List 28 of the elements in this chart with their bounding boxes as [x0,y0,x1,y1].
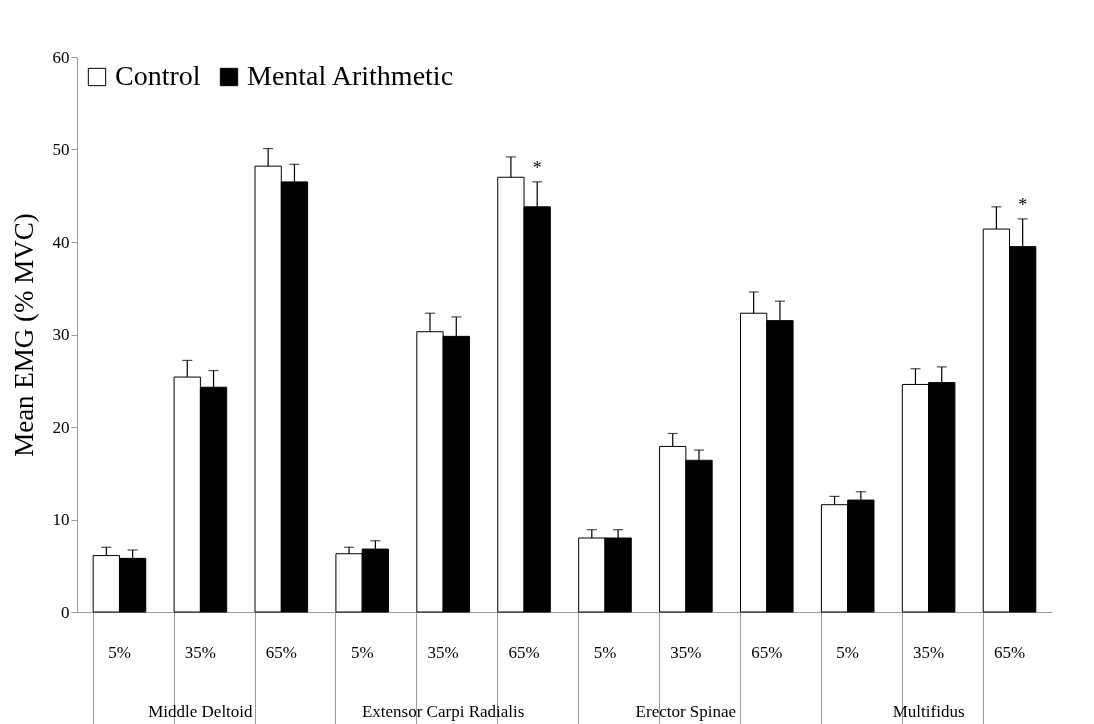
y-tick-label: 60 [52,47,70,67]
legend-label: Mental Arithmetic [247,60,454,91]
y-tick-label: 30 [52,325,70,344]
text: Erector Spinae [635,702,737,721]
x-tick-label: 5% [350,642,374,662]
y-tick-label: 20 [52,417,70,437]
data-label: * [1018,194,1028,215]
x-tick-label: 35% [913,642,945,662]
text: Middle Deltoid [148,702,254,721]
x-tick-label: 35% [670,642,702,662]
y-tick-label: 0 [61,602,70,622]
data-label: * [532,157,542,178]
y-axis-title: Mean EMG (% MVC) [8,213,39,457]
x-tick-label: 35% [427,642,459,662]
text: Multifidus [892,702,965,721]
text: Extensor Carpi Radialis [361,702,525,721]
x-tick-label: 35% [184,642,216,662]
x-tick-label: 5% [593,642,617,662]
x-tick-label: 5% [108,642,131,662]
y-tick-label: 50 [52,140,70,159]
y-tick-label: 10 [52,510,70,529]
y-tick-label: 40 [52,232,70,252]
legend-label: Control [115,60,201,91]
x-tick-label: 65% [751,642,783,662]
x-tick-label: 5% [836,642,860,662]
x-tick-label: 65% [993,642,1026,662]
x-tick-label: 65% [265,642,297,662]
x-tick-label: 65% [508,642,540,662]
